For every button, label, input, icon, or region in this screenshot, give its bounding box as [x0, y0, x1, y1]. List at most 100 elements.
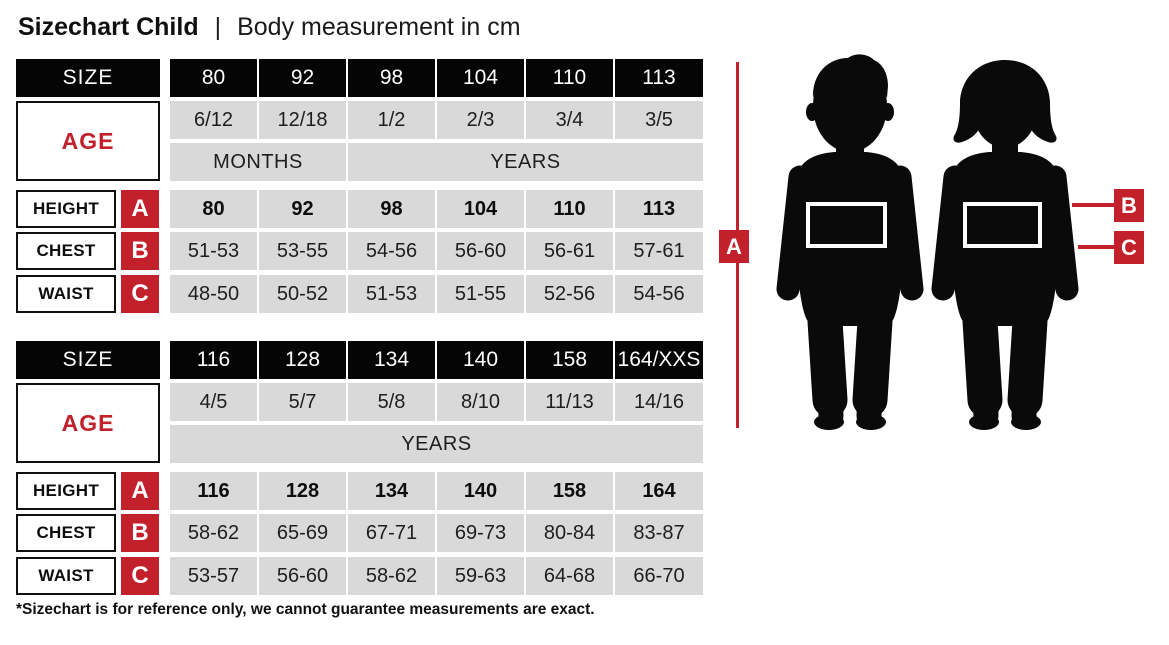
value-cell: 65-69 — [259, 514, 346, 552]
value-cell: 58-62 — [348, 557, 435, 595]
value-cell: 51-55 — [437, 275, 524, 313]
marker-a-box: A — [121, 190, 159, 228]
figure-marker-a: A — [719, 230, 749, 263]
row-label-cell: CHEST — [16, 514, 116, 552]
value-cell: 53-57 — [170, 557, 257, 595]
age-value-cell: 11/13 — [526, 383, 613, 421]
size-col-cell: 113 — [615, 59, 703, 97]
size-col-cell: 98 — [348, 59, 435, 97]
chest-measure-line — [1072, 203, 1114, 207]
value-cell: 92 — [259, 190, 346, 228]
value-cell: 56-60 — [437, 232, 524, 270]
value-cell: 64-68 — [526, 557, 613, 595]
value-cell: 110 — [526, 190, 613, 228]
age-value-cell: 6/12 — [170, 101, 257, 139]
value-cell: 66-70 — [615, 557, 703, 595]
age-label-box: AGE — [16, 101, 160, 181]
age-value-cell: 4/5 — [170, 383, 257, 421]
age-value-cell: 3/4 — [526, 101, 613, 139]
years-cell: YEARS — [348, 143, 703, 181]
value-cell: 50-52 — [259, 275, 346, 313]
size-col-cell: 80 — [170, 59, 257, 97]
value-cell: 56-61 — [526, 232, 613, 270]
value-cell: 59-63 — [437, 557, 524, 595]
value-cell: 98 — [348, 190, 435, 228]
footnote: *Sizechart is for reference only, we can… — [16, 601, 595, 618]
value-cell: 58-62 — [170, 514, 257, 552]
size-table-kids: SIZE 116 128 134 140 158 164/XXS AGE 4/5… — [16, 341, 703, 595]
value-cell: 80 — [170, 190, 257, 228]
age-values-row: 6/12 12/18 1/2 2/3 3/4 3/5 — [170, 101, 703, 139]
value-cell: 69-73 — [437, 514, 524, 552]
value-cell: 51-53 — [348, 275, 435, 313]
age-label-box: AGE — [16, 383, 160, 463]
girl-silhouette-icon — [931, 60, 1079, 430]
marker-a-box: A — [121, 472, 159, 510]
size-label-cell: SIZE — [16, 341, 160, 379]
girl-measure-band — [963, 202, 1042, 248]
boy-silhouette-icon — [776, 54, 924, 430]
value-cell: 57-61 — [615, 232, 703, 270]
age-value-cell: 14/16 — [615, 383, 703, 421]
title-separator: | — [214, 13, 222, 41]
size-header-row: SIZE 80 92 98 104 110 113 — [16, 59, 703, 97]
size-col-cell: 128 — [259, 341, 346, 379]
months-cell: MONTHS — [170, 143, 346, 181]
size-col-cell: 158 — [526, 341, 613, 379]
height-row: HEIGHT A 116 128 134 140 158 164 — [16, 472, 703, 510]
size-table-toddler: SIZE 80 92 98 104 110 113 AGE 6/12 12/18… — [16, 59, 703, 313]
size-col-cell: 134 — [348, 341, 435, 379]
waist-row: WAIST C 53-57 56-60 58-62 59-63 64-68 66… — [16, 557, 703, 595]
value-cell: 104 — [437, 190, 524, 228]
value-cell: 54-56 — [348, 232, 435, 270]
value-cell: 80-84 — [526, 514, 613, 552]
size-col-cell: 116 — [170, 341, 257, 379]
page-title: Sizechart Child — [18, 13, 199, 41]
page-header: Sizechart Child | Body measurement in cm — [18, 13, 521, 42]
age-value-cell: 5/7 — [259, 383, 346, 421]
page-subtitle: Body measurement in cm — [237, 13, 521, 41]
value-cell: 164 — [615, 472, 703, 510]
age-value-cell: 5/8 — [348, 383, 435, 421]
size-label-cell: SIZE — [16, 59, 160, 97]
marker-b-box: B — [121, 232, 159, 270]
years-cell: YEARS — [170, 425, 703, 463]
waist-measure-line — [1078, 245, 1114, 249]
age-values-row: 4/5 5/7 5/8 8/10 11/13 14/16 — [170, 383, 703, 421]
value-cell: 128 — [259, 472, 346, 510]
age-value-cell: 1/2 — [348, 101, 435, 139]
value-cell: 67-71 — [348, 514, 435, 552]
size-col-cell: 104 — [437, 59, 524, 97]
value-cell: 51-53 — [170, 232, 257, 270]
measurement-figure: A B C — [700, 50, 1169, 445]
figure-marker-c: C — [1114, 231, 1144, 264]
value-cell: 48-50 — [170, 275, 257, 313]
chest-row: CHEST B 51-53 53-55 54-56 56-60 56-61 57… — [16, 232, 703, 270]
value-cell: 52-56 — [526, 275, 613, 313]
value-cell: 116 — [170, 472, 257, 510]
age-units-row: YEARS — [170, 425, 703, 463]
value-cell: 54-56 — [615, 275, 703, 313]
size-header-row: SIZE 116 128 134 140 158 164/XXS — [16, 341, 703, 379]
row-label-cell: WAIST — [16, 275, 116, 313]
age-value-cell: 12/18 — [259, 101, 346, 139]
row-label-cell: WAIST — [16, 557, 116, 595]
size-col-cell: 164/XXS — [615, 341, 703, 379]
boy-measure-band — [806, 202, 887, 248]
waist-row: WAIST C 48-50 50-52 51-53 51-55 52-56 54… — [16, 275, 703, 313]
value-cell: 53-55 — [259, 232, 346, 270]
value-cell: 83-87 — [615, 514, 703, 552]
height-row: HEIGHT A 80 92 98 104 110 113 — [16, 190, 703, 228]
size-col-cell: 92 — [259, 59, 346, 97]
value-cell: 56-60 — [259, 557, 346, 595]
age-value-cell: 8/10 — [437, 383, 524, 421]
figure-marker-b: B — [1114, 189, 1144, 222]
row-label-cell: HEIGHT — [16, 472, 116, 510]
value-cell: 113 — [615, 190, 703, 228]
size-col-cell: 140 — [437, 341, 524, 379]
row-label-cell: HEIGHT — [16, 190, 116, 228]
age-units-row: MONTHS YEARS — [170, 143, 703, 181]
age-value-cell: 2/3 — [437, 101, 524, 139]
chest-row: CHEST B 58-62 65-69 67-71 69-73 80-84 83… — [16, 514, 703, 552]
